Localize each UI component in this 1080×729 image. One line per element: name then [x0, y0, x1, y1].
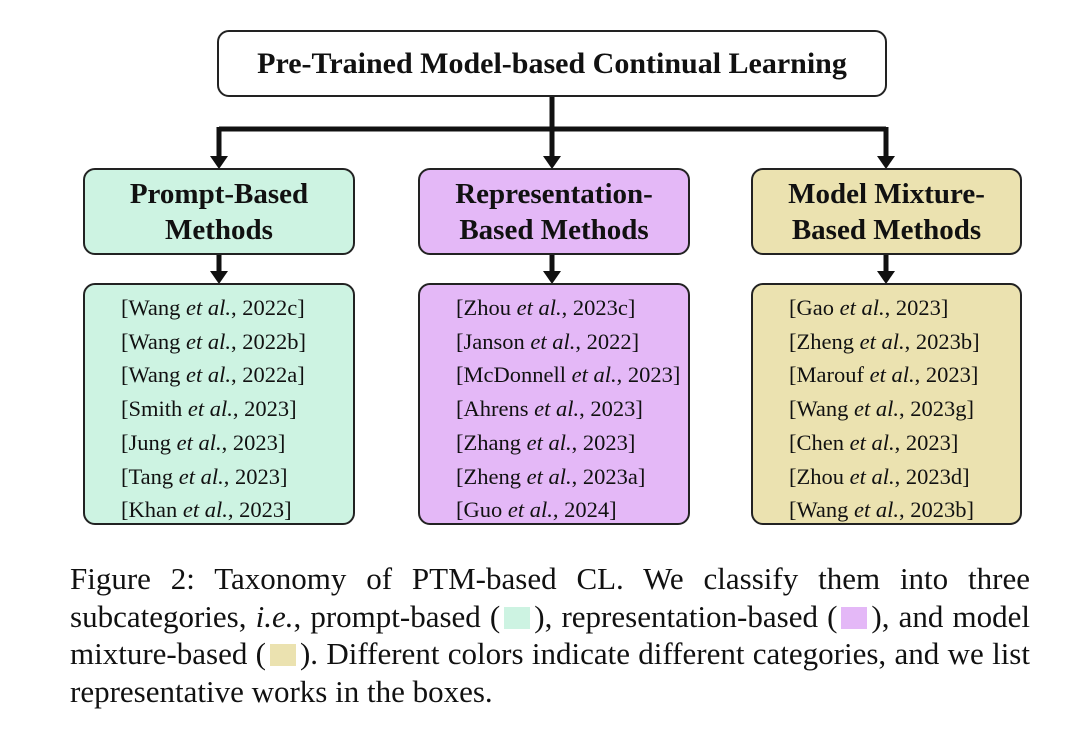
root-title: Pre-Trained Model-based Continual Learni…: [257, 46, 847, 80]
reference-item: [Marouf et al., 2023]: [789, 362, 979, 388]
figure-caption: Figure 2: Taxonomy of PTM-based CL. We c…: [70, 561, 1030, 709]
category-title-line1: Prompt-Based: [129, 177, 309, 210]
reference-list-representation: [Zhou et al., 2023c] [Janson et al., 202…: [418, 283, 690, 525]
reference-item: [Guo et al., 2024]: [456, 497, 617, 523]
reference-list-prompt: [Wang et al., 2022c] [Wang et al., 2022b…: [83, 283, 355, 525]
reference-item: [Wang et al., 2022b]: [121, 328, 307, 354]
reference-item: [Wang et al., 2022a]: [121, 362, 305, 388]
arrowhead-icon: [877, 156, 895, 169]
reference-item: [Gao et al., 2023]: [789, 295, 949, 320]
reference-item: [Zhou et al., 2023c]: [456, 295, 636, 320]
arrowhead-icon: [877, 271, 895, 284]
reference-item: [Wang et al., 2023b]: [789, 497, 975, 523]
reference-item: [Chen et al., 2023]: [789, 429, 959, 455]
reference-item: [Zheng et al., 2023b]: [789, 328, 980, 354]
representation-color-swatch: [841, 606, 868, 629]
reference-item: [Tang et al., 2023]: [121, 463, 288, 489]
prompt-color-swatch: [504, 606, 531, 629]
category-node-model-mixture: Model Mixture- Based Methods: [751, 168, 1022, 255]
reference-item: [McDonnell et al., 2023]: [456, 362, 681, 388]
arrowhead-icon: [210, 156, 228, 169]
reference-item: [Zhou et al., 2023d]: [789, 463, 970, 489]
reference-item: [Janson et al., 2022]: [456, 328, 640, 354]
reference-item: [Zheng et al., 2023a]: [456, 463, 646, 489]
category-title-line1: Representation-: [455, 177, 653, 210]
reference-item: [Jung et al., 2023]: [121, 429, 286, 455]
arrowhead-icon: [543, 156, 561, 169]
reference-item: [Smith et al., 2023]: [121, 396, 297, 422]
reference-list-model-mixture: [Gao et al., 2023] [Zheng et al., 2023b]…: [751, 283, 1022, 525]
reference-item: [Ahrens et al., 2023]: [456, 396, 643, 422]
arrowhead-icon: [210, 271, 228, 284]
category-title-line2: Based Methods: [791, 213, 982, 246]
reference-item: [Wang et al., 2022c]: [121, 295, 305, 320]
category-title-line2: Based Methods: [459, 213, 649, 246]
arrowhead-icon: [543, 271, 561, 284]
category-node-representation: Representation- Based Methods: [418, 168, 690, 255]
reference-item: [Wang et al., 2023g]: [789, 396, 975, 422]
category-title-line1: Model Mixture-: [788, 177, 985, 210]
root-node: Pre-Trained Model-based Continual Learni…: [217, 30, 887, 97]
reference-item: [Khan et al., 2023]: [121, 497, 292, 523]
category-title-line2: Methods: [165, 213, 273, 246]
reference-item: [Zhang et al., 2023]: [456, 429, 636, 455]
model-mixture-color-swatch: [269, 644, 296, 666]
category-node-prompt: Prompt-Based Methods: [83, 168, 355, 255]
